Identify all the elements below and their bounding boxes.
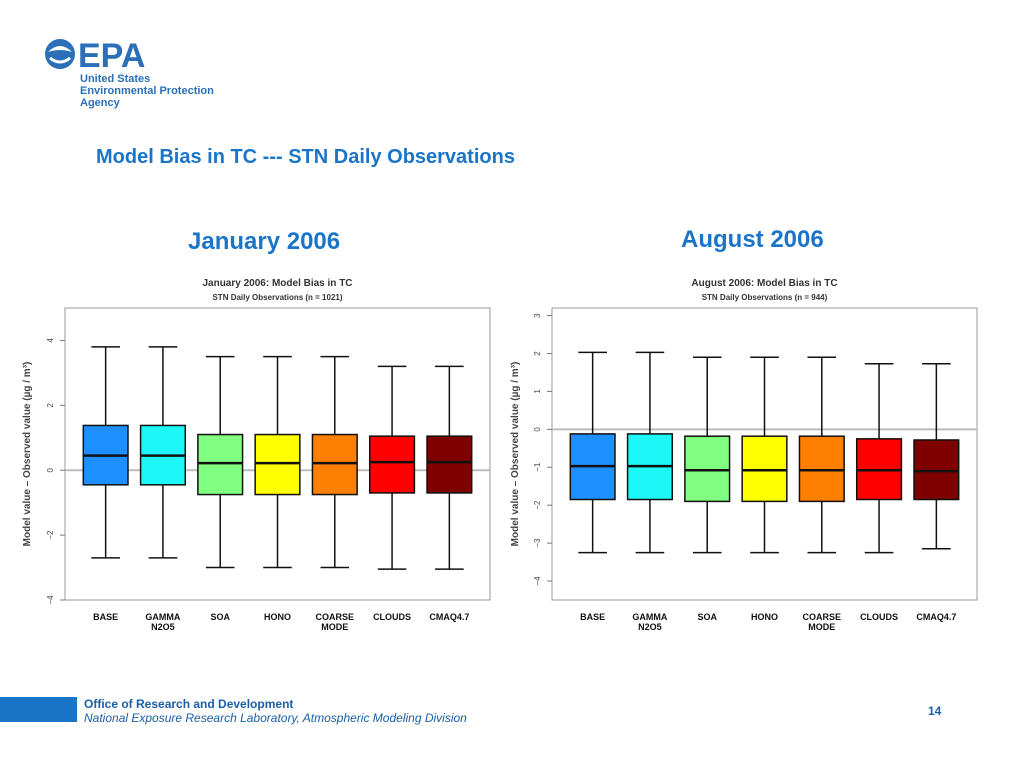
box-1 <box>82 346 129 559</box>
y-tick-label: −2 <box>533 500 542 510</box>
plot-frame <box>64 307 491 601</box>
category-label: BASE <box>580 612 606 622</box>
chart-title: January 2006: Model Bias in TC <box>202 278 352 289</box>
agency-line: Environmental Protection <box>80 85 214 97</box>
box-7 <box>913 362 960 550</box>
agency-line: Agency <box>80 97 120 109</box>
box-1 <box>569 351 616 554</box>
plot-frame <box>551 307 978 601</box>
y-tick-label: −4 <box>533 576 542 586</box>
box-6 <box>855 362 903 554</box>
box-3 <box>684 356 731 554</box>
box-3 <box>197 355 244 569</box>
category-label: CLOUDS <box>860 612 899 622</box>
box-iqr <box>913 439 960 501</box>
box-iqr <box>311 433 358 496</box>
january-boxplot-chart: January 2006: Model Bias in TC STN Daily … <box>22 278 491 605</box>
box-4 <box>254 355 301 569</box>
category-label: HONO <box>264 612 291 622</box>
y-tick-label: −1 <box>533 462 542 472</box>
footer-office: Office of Research and Development <box>84 697 294 711</box>
y-tick-label: 2 <box>533 351 542 356</box>
chart-subtitle: STN Daily Observations (n = 944) <box>702 293 828 302</box>
category-label: SOA <box>697 612 717 622</box>
y-tick-label: 1 <box>533 389 542 394</box>
category-label: COARSE MODE <box>802 612 842 632</box>
agency-line: United States <box>80 73 151 85</box>
y-tick-label: 0 <box>46 467 55 472</box>
box-2 <box>139 346 187 559</box>
box-iqr <box>798 435 845 503</box>
chart-title: August 2006: Model Bias in TC <box>691 278 837 289</box>
category-label: GAMMA N2O5 <box>632 612 668 632</box>
box-5 <box>798 356 845 554</box>
box-6 <box>368 365 416 570</box>
epa-wordmark: EPA <box>78 37 145 75</box>
y-tick-label: −2 <box>46 530 55 540</box>
box-2 <box>626 351 674 554</box>
footer-laboratory: National Exposure Research Laboratory, A… <box>84 711 467 725</box>
category-label: CLOUDS <box>373 612 412 622</box>
y-tick-label: 3 <box>533 313 542 318</box>
chart-subtitle: STN Daily Observations (n = 1021) <box>212 293 342 302</box>
panel-heading-august: August 2006 <box>681 226 824 253</box>
y-tick-label: 2 <box>46 403 55 408</box>
slide-title: Model Bias in TC --- STN Daily Observati… <box>96 146 515 168</box>
category-label: CMAQ4.7 <box>429 612 470 622</box>
epa-logo: EPA <box>45 37 145 75</box>
y-tick-label: −3 <box>533 538 542 548</box>
epa-flower-icon <box>45 39 75 69</box>
y-tick-label: −4 <box>46 595 55 605</box>
y-axis-label: Model value – Observed value (µg / m³) <box>22 362 33 547</box>
agency-name: United States Environmental Protection A… <box>80 73 214 109</box>
august-boxplot-chart: August 2006: Model Bias in TC STN Daily O… <box>510 278 978 601</box>
category-label: GAMMA N2O5 <box>145 612 181 632</box>
category-label: COARSE MODE <box>315 612 355 632</box>
box-iqr <box>254 433 301 496</box>
panel-heading-january: January 2006 <box>188 228 341 255</box>
box-4 <box>741 356 788 554</box>
y-axis-label: Model value – Observed value (µg / m³) <box>510 362 521 547</box>
footer-accent-bar <box>0 697 77 722</box>
box-iqr <box>684 435 731 503</box>
box-iqr <box>197 433 244 496</box>
page-number: 14 <box>928 704 942 718</box>
category-label: HONO <box>751 612 778 622</box>
category-label: BASE <box>93 612 119 622</box>
box-iqr <box>368 435 416 494</box>
box-iqr <box>741 435 788 503</box>
box-iqr <box>426 435 473 494</box>
y-tick-label: 4 <box>46 338 55 343</box>
category-label: SOA <box>210 612 230 622</box>
y-tick-label: 0 <box>533 427 542 432</box>
box-7 <box>426 365 473 570</box>
box-5 <box>311 355 358 569</box>
category-label: CMAQ4.7 <box>916 612 957 622</box>
